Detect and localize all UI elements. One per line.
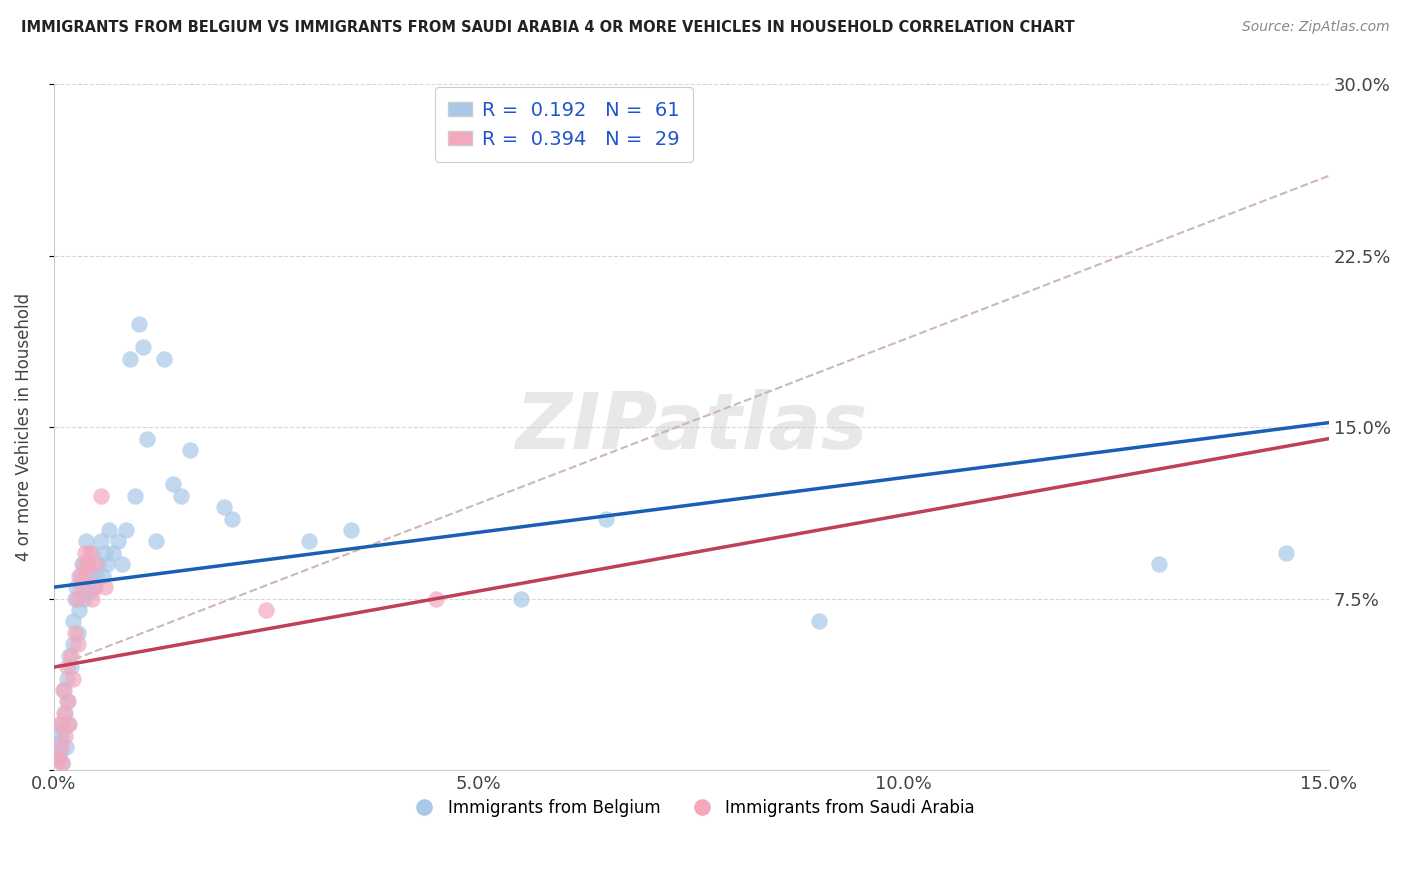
Point — [79, 546, 101, 560]
Point — [103, 546, 125, 560]
Point — [67, 603, 90, 617]
Point — [91, 568, 114, 582]
Y-axis label: 4 or more Vehicles in Household: 4 or more Vehicles in Household — [15, 293, 32, 561]
Point — [94, 546, 117, 560]
Point — [55, 740, 77, 755]
Point — [75, 534, 97, 549]
Point — [46, 751, 69, 765]
Point — [124, 489, 146, 503]
Point — [90, 534, 112, 549]
Point — [83, 580, 105, 594]
Point — [46, 751, 69, 765]
Point — [1147, 558, 1170, 572]
Point — [132, 340, 155, 354]
Point — [70, 568, 93, 582]
Point — [298, 534, 321, 549]
Point — [49, 717, 72, 731]
Point — [49, 745, 72, 759]
Point — [98, 523, 121, 537]
Point — [83, 580, 105, 594]
Point — [51, 756, 73, 771]
Point — [87, 558, 110, 572]
Point — [86, 568, 108, 582]
Point — [63, 626, 86, 640]
Point — [49, 740, 72, 755]
Point — [115, 523, 138, 537]
Point — [53, 729, 76, 743]
Point — [86, 558, 108, 572]
Point — [80, 591, 103, 606]
Point — [425, 591, 447, 606]
Point — [52, 683, 75, 698]
Point — [65, 580, 87, 594]
Point — [56, 694, 79, 708]
Point — [51, 756, 73, 771]
Point — [62, 672, 84, 686]
Point — [62, 615, 84, 629]
Point — [75, 568, 97, 582]
Point — [59, 660, 82, 674]
Point — [66, 637, 89, 651]
Point — [66, 626, 89, 640]
Point — [58, 694, 80, 708]
Point — [70, 558, 93, 572]
Point — [120, 351, 142, 366]
Point — [72, 558, 94, 572]
Point — [66, 591, 89, 606]
Point — [53, 683, 76, 698]
Point — [94, 580, 117, 594]
Point — [76, 558, 98, 572]
Point — [1275, 546, 1298, 560]
Point — [111, 558, 134, 572]
Point — [179, 443, 201, 458]
Point — [221, 511, 243, 525]
Point — [49, 717, 72, 731]
Point — [153, 351, 176, 366]
Point — [90, 489, 112, 503]
Point — [170, 489, 193, 503]
Point — [55, 672, 77, 686]
Point — [59, 648, 82, 663]
Point — [52, 722, 75, 736]
Point — [55, 660, 77, 674]
Point — [75, 546, 97, 560]
Point — [136, 432, 159, 446]
Point — [212, 500, 235, 515]
Point — [58, 717, 80, 731]
Point — [807, 615, 830, 629]
Point — [67, 568, 90, 582]
Point — [79, 568, 101, 582]
Point — [51, 729, 73, 743]
Point — [80, 546, 103, 560]
Point — [79, 584, 101, 599]
Point — [510, 591, 533, 606]
Text: IMMIGRANTS FROM BELGIUM VS IMMIGRANTS FROM SAUDI ARABIA 4 OR MORE VEHICLES IN HO: IMMIGRANTS FROM BELGIUM VS IMMIGRANTS FR… — [21, 20, 1074, 35]
Point — [58, 717, 80, 731]
Point — [340, 523, 363, 537]
Point — [53, 706, 76, 720]
Point — [72, 591, 94, 606]
Point — [48, 735, 70, 749]
Point — [63, 591, 86, 606]
Point — [595, 511, 617, 525]
Text: Source: ZipAtlas.com: Source: ZipAtlas.com — [1241, 20, 1389, 34]
Point — [75, 580, 97, 594]
Point — [62, 637, 84, 651]
Point — [58, 648, 80, 663]
Point — [107, 534, 129, 549]
Point — [254, 603, 277, 617]
Text: ZIPatlas: ZIPatlas — [515, 389, 868, 466]
Point — [162, 477, 184, 491]
Point — [145, 534, 167, 549]
Point — [76, 558, 98, 572]
Point — [70, 580, 93, 594]
Point — [128, 318, 150, 332]
Point — [96, 558, 118, 572]
Point — [53, 706, 76, 720]
Legend: Immigrants from Belgium, Immigrants from Saudi Arabia: Immigrants from Belgium, Immigrants from… — [401, 792, 981, 823]
